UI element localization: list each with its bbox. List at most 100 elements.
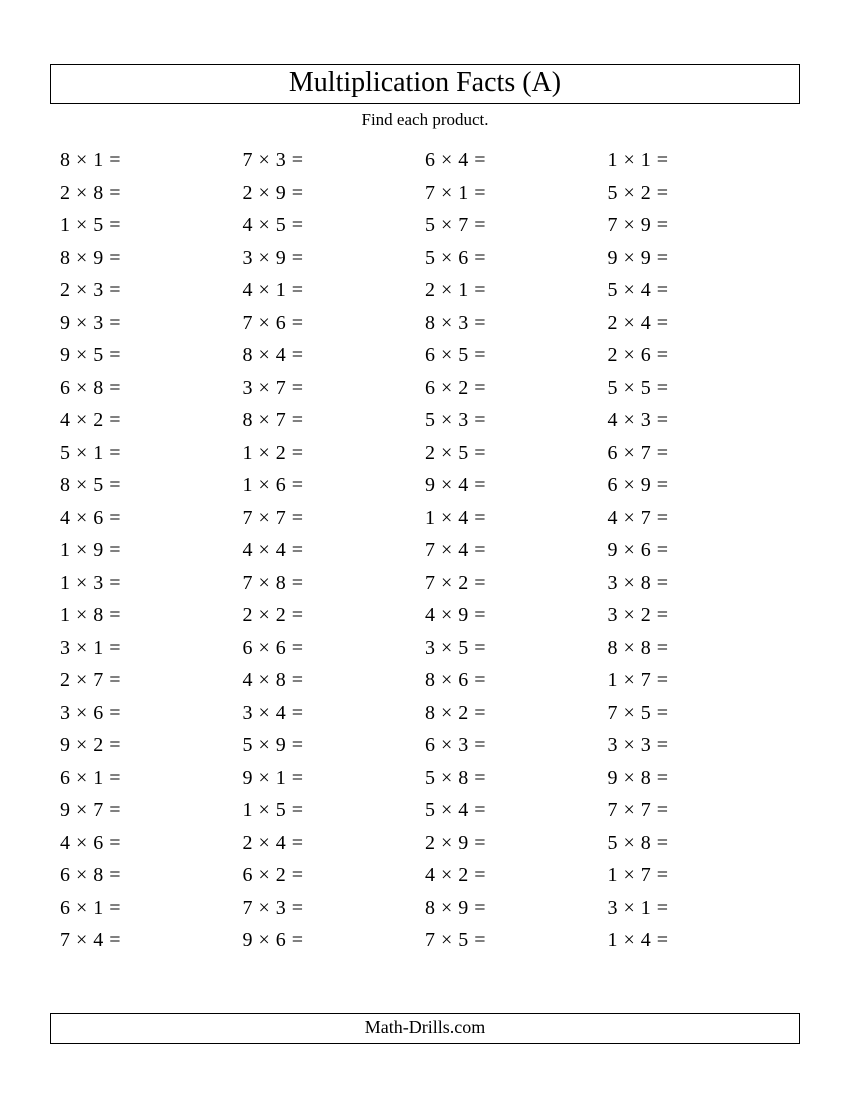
multiplication-problem: 7 × 1 = bbox=[425, 177, 608, 210]
multiplication-problem: 4 × 1 = bbox=[243, 274, 426, 307]
multiplication-problem: 2 × 1 = bbox=[425, 274, 608, 307]
multiplication-problem: 7 × 8 = bbox=[243, 567, 426, 600]
multiplication-problem: 6 × 8 = bbox=[60, 372, 243, 405]
multiplication-problem: 1 × 6 = bbox=[243, 469, 426, 502]
multiplication-problem: 6 × 2 = bbox=[243, 859, 426, 892]
multiplication-problem: 4 × 6 = bbox=[60, 827, 243, 860]
multiplication-problem: 6 × 1 = bbox=[60, 762, 243, 795]
multiplication-problem: 8 × 8 = bbox=[608, 632, 791, 665]
title-box: Multiplication Facts (A) bbox=[50, 64, 800, 104]
problems-column: 7 × 3 = 2 × 9 =4 × 5 =3 × 9 =4 × 1 =7 × 6… bbox=[243, 144, 426, 957]
multiplication-problem: 2 × 4 = bbox=[608, 307, 791, 340]
multiplication-problem: 7 × 2 = bbox=[425, 567, 608, 600]
multiplication-problem: 3 × 6 = bbox=[60, 697, 243, 730]
multiplication-problem: 6 × 9 = bbox=[608, 469, 791, 502]
multiplication-problem: 3 × 5 = bbox=[425, 632, 608, 665]
multiplication-problem: 9 × 3 = bbox=[60, 307, 243, 340]
multiplication-problem: 5 × 4 = bbox=[608, 274, 791, 307]
multiplication-problem: 2 × 4 = bbox=[243, 827, 426, 860]
multiplication-problem: 3 × 7 = bbox=[243, 372, 426, 405]
multiplication-problem: 6 × 1 = bbox=[60, 892, 243, 925]
multiplication-problem: 8 × 7 = bbox=[243, 404, 426, 437]
multiplication-problem: 7 × 4 = bbox=[60, 924, 243, 957]
multiplication-problem: 1 × 1 = bbox=[608, 144, 791, 177]
multiplication-problem: 7 × 5 = bbox=[608, 697, 791, 730]
multiplication-problem: 2 × 5 = bbox=[425, 437, 608, 470]
multiplication-problem: 2 × 9 = bbox=[243, 177, 426, 210]
multiplication-problem: 7 × 5 = bbox=[425, 924, 608, 957]
multiplication-problem: 3 × 4 = bbox=[243, 697, 426, 730]
problems-column: 6 × 4 =7 × 1 =5 × 7 =5 × 6 =2 × 1 =8 × 3… bbox=[425, 144, 608, 957]
multiplication-problem: 4 × 5 = bbox=[243, 209, 426, 242]
multiplication-problem: 9 × 5 = bbox=[60, 339, 243, 372]
page-title: Multiplication Facts (A) bbox=[51, 67, 799, 99]
multiplication-problem: 4 × 7 = bbox=[608, 502, 791, 535]
footer-text: Math-Drills.com bbox=[365, 1017, 485, 1037]
multiplication-problem: 8 × 2 = bbox=[425, 697, 608, 730]
multiplication-problem: 9 × 4 = bbox=[425, 469, 608, 502]
multiplication-problem: 3 × 1 = bbox=[608, 892, 791, 925]
multiplication-problem: 7 × 7 = bbox=[243, 502, 426, 535]
multiplication-problem: 4 × 2 = bbox=[425, 859, 608, 892]
multiplication-problem: 3 × 1 = bbox=[60, 632, 243, 665]
multiplication-problem: 3 × 9 = bbox=[243, 242, 426, 275]
multiplication-problem: 4 × 4 = bbox=[243, 534, 426, 567]
multiplication-problem: 6 × 5 = bbox=[425, 339, 608, 372]
multiplication-problem: 6 × 6 = bbox=[243, 632, 426, 665]
worksheet-page: Multiplication Facts (A) Find each produ… bbox=[0, 0, 850, 1100]
multiplication-problem: 3 × 3 = bbox=[608, 729, 791, 762]
multiplication-problem: 6 × 4 = bbox=[425, 144, 608, 177]
multiplication-problem: 2 × 3 = bbox=[60, 274, 243, 307]
multiplication-problem: 6 × 7 = bbox=[608, 437, 791, 470]
problems-column: 8 × 1 =2 × 8 =1 × 5 =8 × 9 =2 × 3 =9 × 3… bbox=[60, 144, 243, 957]
multiplication-problem: 1 × 7 = bbox=[608, 859, 791, 892]
multiplication-problem: 8 × 4 = bbox=[243, 339, 426, 372]
multiplication-problem: 5 × 2 = bbox=[608, 177, 791, 210]
multiplication-problem: 9 × 6 = bbox=[608, 534, 791, 567]
multiplication-problem: 4 × 3 = bbox=[608, 404, 791, 437]
multiplication-problem: 4 × 8 = bbox=[243, 664, 426, 697]
multiplication-problem: 8 × 6 = bbox=[425, 664, 608, 697]
multiplication-problem: 1 × 5 = bbox=[243, 794, 426, 827]
multiplication-problem: 4 × 6 = bbox=[60, 502, 243, 535]
multiplication-problem: 6 × 2 = bbox=[425, 372, 608, 405]
multiplication-problem: 5 × 3 = bbox=[425, 404, 608, 437]
instruction-text: Find each product. bbox=[50, 110, 800, 130]
multiplication-problem: 1 × 8 = bbox=[60, 599, 243, 632]
multiplication-problem: 2 × 9 = bbox=[425, 827, 608, 860]
multiplication-problem: 1 × 3 = bbox=[60, 567, 243, 600]
multiplication-problem: 1 × 5 = bbox=[60, 209, 243, 242]
multiplication-problem: 5 × 5 = bbox=[608, 372, 791, 405]
multiplication-problem: 8 × 9 = bbox=[425, 892, 608, 925]
multiplication-problem: 6 × 8 = bbox=[60, 859, 243, 892]
problems-column: 1 × 1 =5 × 2 =7 × 9 =9 × 9 =5 × 4 =2 × 4… bbox=[608, 144, 791, 957]
multiplication-problem: 7 × 9 = bbox=[608, 209, 791, 242]
multiplication-problem: 1 × 4 = bbox=[425, 502, 608, 535]
multiplication-problem: 8 × 1 = bbox=[60, 144, 243, 177]
multiplication-problem: 2 × 7 = bbox=[60, 664, 243, 697]
multiplication-problem: 2 × 8 = bbox=[60, 177, 243, 210]
multiplication-problem: 9 × 8 = bbox=[608, 762, 791, 795]
multiplication-problem: 9 × 9 = bbox=[608, 242, 791, 275]
multiplication-problem: 8 × 9 = bbox=[60, 242, 243, 275]
multiplication-problem: 7 × 7 = bbox=[608, 794, 791, 827]
footer-box: Math-Drills.com bbox=[50, 1013, 800, 1044]
multiplication-problem: 1 × 7 = bbox=[608, 664, 791, 697]
multiplication-problem: 2 × 6 = bbox=[608, 339, 791, 372]
multiplication-problem: 7 × 4 = bbox=[425, 534, 608, 567]
multiplication-problem: 4 × 2 = bbox=[60, 404, 243, 437]
multiplication-problem: 1 × 2 = bbox=[243, 437, 426, 470]
multiplication-problem: 5 × 8 = bbox=[608, 827, 791, 860]
multiplication-problem: 5 × 9 = bbox=[243, 729, 426, 762]
multiplication-problem: 1 × 4 = bbox=[608, 924, 791, 957]
multiplication-problem: 9 × 6 = bbox=[243, 924, 426, 957]
multiplication-problem: 7 × 3 = bbox=[243, 892, 426, 925]
multiplication-problem: 5 × 7 = bbox=[425, 209, 608, 242]
multiplication-problem: 6 × 3 = bbox=[425, 729, 608, 762]
multiplication-problem: 3 × 8 = bbox=[608, 567, 791, 600]
multiplication-problem: 8 × 5 = bbox=[60, 469, 243, 502]
multiplication-problem: 9 × 2 = bbox=[60, 729, 243, 762]
multiplication-problem: 9 × 1 = bbox=[243, 762, 426, 795]
multiplication-problem: 5 × 1 = bbox=[60, 437, 243, 470]
multiplication-problem: 7 × 6 = bbox=[243, 307, 426, 340]
